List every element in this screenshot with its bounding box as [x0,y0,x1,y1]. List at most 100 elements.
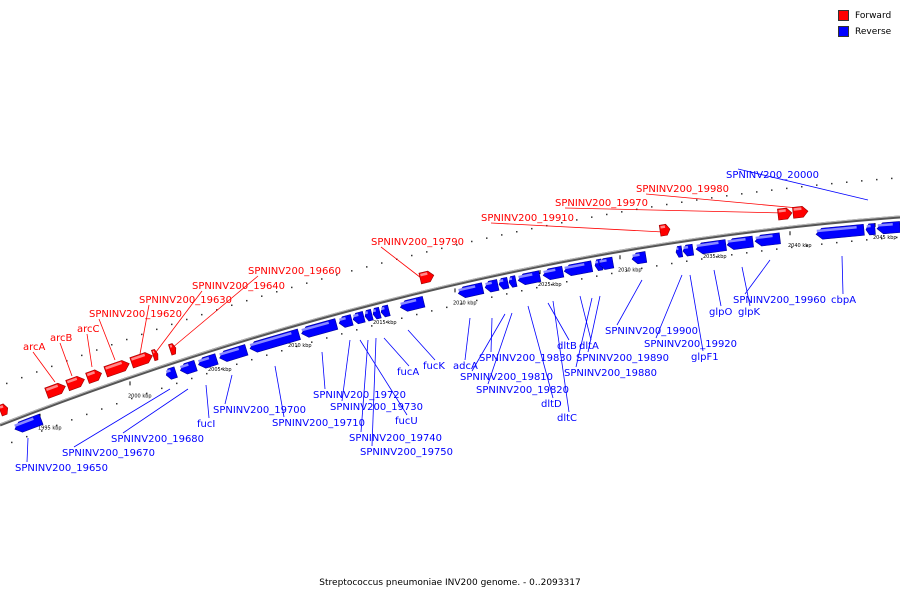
forward-track-dot [201,313,203,316]
reverse-track-dot [206,372,208,375]
gene-label-SPNINV200_19670: SPNINV200_19670 [62,448,155,459]
scale-tick-label: 2035 kbp [703,254,727,260]
SPNINV200_19730-arrow [338,314,354,328]
leader-line-dltC [552,300,570,413]
legend-reverse-label: Reverse [855,26,892,37]
SPNINV200_19720-arrow-shade [301,321,330,332]
scale-tick-label: 2040 kbp [788,243,812,249]
forward-track-dot [501,234,503,236]
forward-track-dot [516,231,518,233]
track-dots [6,177,898,444]
leader-line-SPNINV200_19660 [171,275,259,349]
genome-backbone-highlight [0,215,900,425]
dltB-arrow [563,260,594,276]
reverse-track-dot [296,345,298,348]
SPNINV200_19670-gene [165,366,178,380]
SPNINV200_19620-gene [103,360,130,378]
forward-track-dot [351,270,353,272]
forward-track-dot [141,333,143,336]
cbpA-gene [815,223,865,240]
dltC-gene [542,265,565,281]
gene-label-SPNINV200_19830: SPNINV200_19830 [479,353,572,364]
fucK-arrow-shade [400,298,417,306]
reverse-track-dot [686,260,688,262]
glpO-gene [695,239,727,255]
scale-tick-label: 2010 kbp [288,343,312,349]
SPNINV200_19750-gene [372,306,382,320]
forward-track-dot [681,201,683,203]
SPNINV200_19970-gene [777,207,793,221]
forward-track-dot [126,338,128,341]
gene-label-fucA: fucA [397,367,419,378]
gene-label-SPNINV200_19890: SPNINV200_19890 [576,353,669,364]
SPNINV200_19900-arrow [631,251,648,265]
SPNINV200_19650-gene [14,413,44,433]
SPNINV200_19960-gene [754,232,781,247]
reverse-track-dot [116,402,118,405]
forward-track-dot [846,181,848,183]
arcA-arrow-shade [45,384,59,392]
gene-label-arcC: arcC [77,324,100,335]
reverse-track-dot [851,240,853,242]
forward-track-dot [726,195,728,197]
reverse-track-dot [371,325,373,327]
reverse-track-dot [611,272,613,275]
gene-label-SPNINV200_19920: SPNINV200_19920 [644,339,737,350]
SPNINV200_19670-arrow [165,366,178,380]
SPNINV200_19790-arrow-shade [420,272,428,277]
reverse-track-dot [131,397,133,400]
reverse-track-dot [731,254,733,256]
scale-tick-label: 2045 kbp [873,235,897,241]
SPNINV200_19790-arrow [418,270,435,285]
forward-track-dot [801,185,803,188]
forward-track-dot [471,240,473,243]
reverse-track-dot [41,430,43,432]
forward-track-dot [651,206,653,208]
reverse-track-dot [251,358,253,361]
gene-label-fucK: fucK [423,361,445,372]
reverse-track-dot [866,239,868,241]
gene-label-glpF1: glpF1 [691,352,719,363]
SPNINV200_19630-arrow-shade [131,353,146,361]
forward-track-dot [411,254,413,257]
reverse-track-dot [386,321,388,323]
fucI-arrow [198,353,219,369]
gene-label-SPNINV200_19710: SPNINV200_19710 [272,418,365,429]
leader-line-fucK [407,329,436,361]
forward-track-dot [426,251,428,253]
forward-track-dot [366,266,368,268]
leader-line-SPNINV200_19960 [744,259,771,295]
forward-track-dot [621,211,623,213]
reverse-track-dot [746,252,748,254]
reverse-track-dot [11,441,13,444]
reverse-track-dot [506,293,508,295]
gene-label-SPNINV200_19820: SPNINV200_19820 [476,385,569,396]
forward-track-dot [171,323,173,326]
reverse-track-dot [86,413,88,416]
scale-tick-label: 2020 kbp [453,300,477,306]
leader-line-SPNINV200_19710 [274,365,285,418]
forward-track-dot [696,199,698,201]
fucK-gene [399,295,426,312]
gene-label-SPNINV200_20000: SPNINV200_20000 [726,170,819,181]
gene-label-cbpA: cbpA [831,295,856,306]
leader-line-SPNINV200_19890 [587,295,601,353]
fucA-arrow-shade [380,306,385,311]
reverse-track-dot [701,258,703,260]
forward-track-dot [441,247,443,250]
gene-label-dltC: dltC [557,413,577,424]
SPNINV200_19820-arrow [508,275,518,288]
leader-line-SPNINV200_19880 [575,297,593,368]
forward-track-dot [186,318,188,321]
gene-label-SPNINV200_19680: SPNINV200_19680 [111,434,204,445]
glpF1-gene [682,243,695,257]
reverse-track-dot [266,354,268,356]
SPNINV200_19720-gene [301,318,339,338]
leader-line-dltD [527,305,554,399]
adcA-arrow [457,282,485,298]
SPNINV200_19660-arrow-shade [169,344,173,348]
SPNINV200_19830-arrow [484,279,500,293]
leader-line-SPNINV200_19620 [98,318,116,361]
